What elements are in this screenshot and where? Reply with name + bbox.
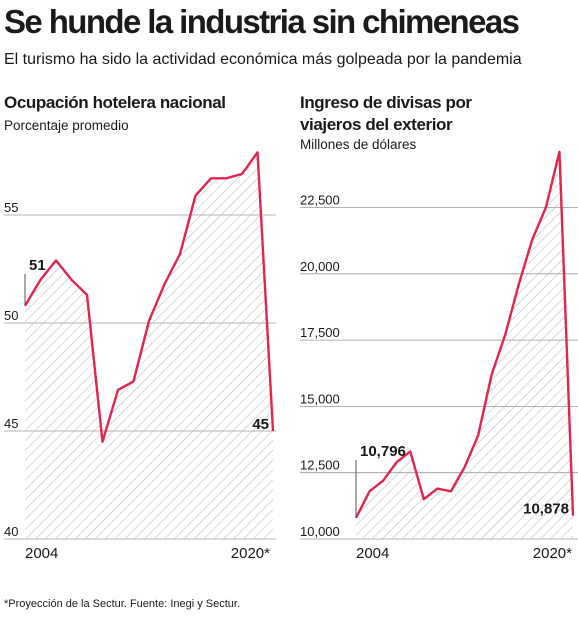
- annotation-last-value: 45: [252, 416, 269, 433]
- x-tick-label: 2004: [25, 545, 58, 562]
- y-tick-label: 12,500: [300, 458, 340, 473]
- y-tick-label: 45: [4, 416, 18, 431]
- y-tick-label: 55: [4, 200, 18, 215]
- y-tick-label: 22,500: [300, 193, 340, 208]
- annotation-first-value: 10,796: [360, 443, 406, 460]
- area-fill: [356, 152, 573, 539]
- y-tick-label: 17,500: [300, 325, 340, 340]
- x-tick-label: 2020*: [533, 545, 572, 562]
- footnote: *Proyección de la Sectur. Fuente: Inegi …: [4, 597, 240, 611]
- annotation-first-value: 51: [29, 257, 46, 274]
- y-tick-label: 50: [4, 308, 18, 323]
- annotation-last-value: 10,878: [523, 501, 569, 518]
- x-tick-label: 2004: [356, 545, 389, 562]
- x-tick-label: 2020*: [231, 545, 270, 562]
- y-tick-label: 10,000: [300, 524, 340, 539]
- chart-hotel-occupancy: 40 45 50 55 51 45 2004 2020*: [4, 152, 276, 562]
- area-fill: [25, 152, 273, 539]
- y-tick-label: 40: [4, 524, 18, 539]
- chart-foreign-currency: 10,000 12,500 15,000 17,500 20,000 22,500 10,7…: [300, 152, 578, 562]
- y-tick-label: 15,000: [300, 391, 340, 406]
- y-tick-label: 20,000: [300, 259, 340, 274]
